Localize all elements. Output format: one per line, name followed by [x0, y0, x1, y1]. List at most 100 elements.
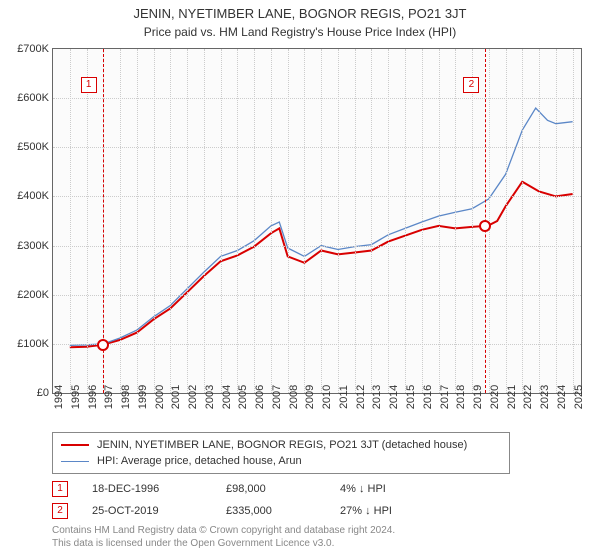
x-axis-tick: 2010: [321, 385, 333, 409]
gridline-h: [53, 147, 581, 148]
gridline-v: [120, 49, 121, 393]
x-axis-tick: 2002: [187, 385, 199, 409]
x-axis-tick: 2004: [221, 385, 233, 409]
y-axis-tick: £0: [37, 387, 49, 399]
x-axis-tick: 2012: [355, 385, 367, 409]
gridline-v: [288, 49, 289, 393]
legend-marker-diff: 27% ↓ HPI: [340, 500, 430, 522]
x-axis-tick: 2023: [539, 385, 551, 409]
y-axis-tick: £500K: [17, 141, 49, 153]
x-axis-tick: 2018: [455, 385, 467, 409]
x-axis-tick: 2011: [338, 385, 350, 409]
x-axis-tick: 1997: [103, 385, 115, 409]
y-axis-tick: £200K: [17, 289, 49, 301]
gridline-v: [187, 49, 188, 393]
gridline-h: [53, 98, 581, 99]
y-axis-tick: £600K: [17, 92, 49, 104]
footer-line-2: This data is licensed under the Open Gov…: [52, 537, 582, 550]
chart-lines: [53, 49, 581, 393]
legend-label: HPI: Average price, detached house, Arun: [97, 453, 302, 469]
gridline-v: [204, 49, 205, 393]
gridline-v: [522, 49, 523, 393]
legend-marker-price: £335,000: [226, 500, 316, 522]
x-axis-tick: 2007: [271, 385, 283, 409]
gridline-h: [53, 246, 581, 247]
legend-series-row: HPI: Average price, detached house, Arun: [61, 453, 501, 469]
gridline-v: [506, 49, 507, 393]
legend-swatch: [61, 444, 89, 446]
x-axis-tick: 2016: [422, 385, 434, 409]
x-axis-tick: 2024: [556, 385, 568, 409]
gridline-v: [70, 49, 71, 393]
legend-swatch: [61, 461, 89, 462]
x-axis-tick: 2021: [506, 385, 518, 409]
reference-marker-box: 2: [463, 77, 479, 93]
footer-line-1: Contains HM Land Registry data © Crown c…: [52, 524, 582, 537]
gridline-h: [53, 344, 581, 345]
gridline-v: [338, 49, 339, 393]
x-axis-tick: 2001: [170, 385, 182, 409]
gridline-v: [137, 49, 138, 393]
legend-marker-row: 1 18-DEC-1996 £98,000 4% ↓ HPI: [52, 478, 582, 500]
x-axis-tick: 2014: [388, 385, 400, 409]
footer-attribution: Contains HM Land Registry data © Crown c…: [52, 524, 582, 550]
y-axis-tick: £300K: [17, 240, 49, 252]
x-axis-tick: 1994: [53, 385, 65, 409]
gridline-v: [455, 49, 456, 393]
gridline-v: [371, 49, 372, 393]
gridline-v: [221, 49, 222, 393]
x-axis-tick: 2009: [304, 385, 316, 409]
x-axis-tick: 2022: [522, 385, 534, 409]
x-axis-tick: 1996: [87, 385, 99, 409]
legend-label: JENIN, NYETIMBER LANE, BOGNOR REGIS, PO2…: [97, 437, 467, 453]
x-axis-tick: 2025: [573, 385, 585, 409]
x-axis-tick: 2006: [254, 385, 266, 409]
gridline-v: [355, 49, 356, 393]
x-axis-tick: 1999: [137, 385, 149, 409]
x-axis-tick: 2005: [237, 385, 249, 409]
gridline-v: [439, 49, 440, 393]
x-axis-tick: 2015: [405, 385, 417, 409]
gridline-v: [170, 49, 171, 393]
gridline-v: [539, 49, 540, 393]
reference-marker-box: 1: [81, 77, 97, 93]
legend-series: JENIN, NYETIMBER LANE, BOGNOR REGIS, PO2…: [52, 432, 510, 474]
legend-marker-row: 2 25-OCT-2019 £335,000 27% ↓ HPI: [52, 500, 582, 522]
y-axis-tick: £700K: [17, 43, 49, 55]
purchase-marker-dot: [97, 339, 109, 351]
legend-marker-box: 2: [52, 503, 68, 519]
x-axis-tick: 2000: [154, 385, 166, 409]
legend-markers: 1 18-DEC-1996 £98,000 4% ↓ HPI 2 25-OCT-2019 £…: [52, 478, 582, 522]
gridline-v: [472, 49, 473, 393]
gridline-v: [304, 49, 305, 393]
gridline-h: [53, 295, 581, 296]
y-axis-tick: £400K: [17, 190, 49, 202]
legend-marker-price: £98,000: [226, 478, 316, 500]
x-axis-tick: 2003: [204, 385, 216, 409]
gridline-v: [422, 49, 423, 393]
gridline-v: [388, 49, 389, 393]
x-axis-tick: 1995: [70, 385, 82, 409]
gridline-v: [237, 49, 238, 393]
gridline-v: [254, 49, 255, 393]
x-axis-tick: 2013: [371, 385, 383, 409]
chart-container: JENIN, NYETIMBER LANE, BOGNOR REGIS, PO2…: [0, 0, 600, 560]
y-axis-tick: £100K: [17, 338, 49, 350]
legend-marker-date: 18-DEC-1996: [92, 478, 202, 500]
chart-subtitle: Price paid vs. HM Land Registry's House …: [0, 21, 600, 39]
x-axis-tick: 1998: [120, 385, 132, 409]
gridline-v: [154, 49, 155, 393]
x-axis-tick: 2020: [489, 385, 501, 409]
gridline-v: [87, 49, 88, 393]
plot-area: £0£100K£200K£300K£400K£500K£600K£700K199…: [52, 48, 582, 394]
x-axis-tick: 2008: [288, 385, 300, 409]
legend-marker-diff: 4% ↓ HPI: [340, 478, 430, 500]
legend-series-row: JENIN, NYETIMBER LANE, BOGNOR REGIS, PO2…: [61, 437, 501, 453]
legend-marker-box: 1: [52, 481, 68, 497]
gridline-v: [321, 49, 322, 393]
gridline-v: [573, 49, 574, 393]
legend-marker-date: 25-OCT-2019: [92, 500, 202, 522]
chart-title: JENIN, NYETIMBER LANE, BOGNOR REGIS, PO2…: [0, 0, 600, 21]
purchase-marker-dot: [479, 220, 491, 232]
x-axis-tick: 2019: [472, 385, 484, 409]
